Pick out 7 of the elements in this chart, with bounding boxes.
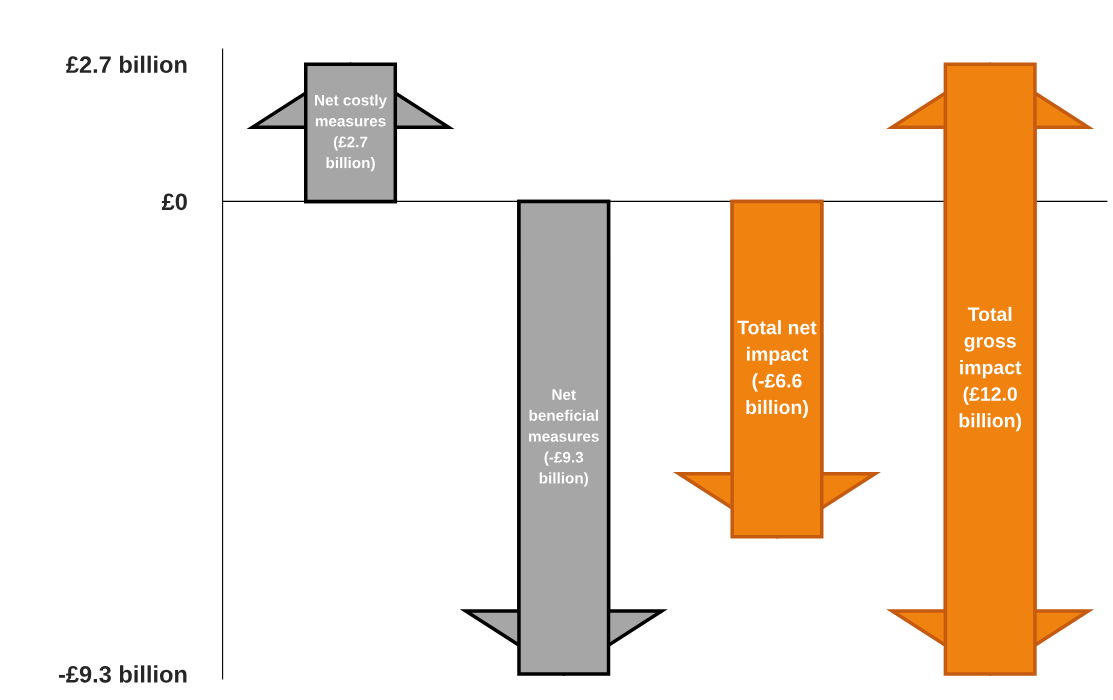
- y-tick-label: £0: [161, 193, 187, 211]
- data-label: Total net impact (-£6.6 billion): [737, 320, 817, 419]
- data-label: Total gross impact (£12.0 billion): [959, 306, 1022, 432]
- y-tick-label: -£9.3 billion: [58, 665, 187, 683]
- data-label: Net beneficial measures (-£9.3 billion): [529, 389, 599, 487]
- data-label: Net costly measures (£2.7 billion): [315, 94, 387, 172]
- y-tick-label: £2.7 billion: [66, 55, 187, 74]
